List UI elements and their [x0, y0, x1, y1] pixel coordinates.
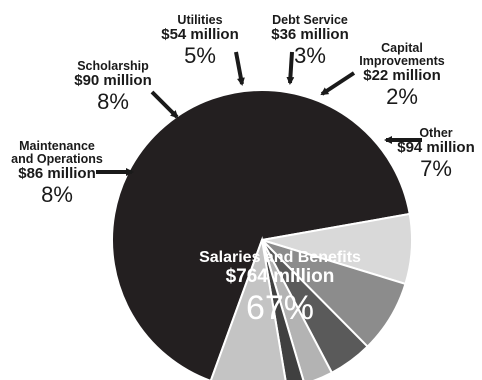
label-maintenance-name-2: and Operations: [11, 152, 103, 167]
arrow-scholarship: [150, 90, 179, 119]
label-debt-name: Debt Service: [272, 13, 348, 27]
pie-slice-debt-service: [261, 239, 334, 380]
label-scholarship: Scholarship $90 million 8%: [58, 59, 168, 114]
label-capital-percent: 2%: [386, 84, 418, 109]
label-debt: Debt Service $36 million 3%: [258, 13, 362, 68]
pie-slice-salaries-and-benefits: [111, 89, 411, 380]
label-other-name: Other: [419, 126, 453, 140]
label-capital: Capital Improvements $22 million 2%: [352, 41, 452, 109]
label-other-amount: $94 million: [397, 139, 475, 157]
label-salaries-name: Salaries and Benefits: [199, 249, 361, 266]
label-debt-amount: $36 million: [271, 26, 349, 44]
label-debt-percent: 3%: [294, 42, 326, 68]
label-scholarship-name: Scholarship: [77, 59, 149, 73]
label-utilities: Utilities $54 million 5%: [150, 13, 250, 68]
label-arrows: [96, 51, 422, 176]
label-other-percent: 7%: [420, 155, 452, 181]
arrow-debt: [286, 51, 295, 85]
label-scholarship-amount: $90 million: [74, 72, 152, 90]
label-other: Other $94 million 7%: [392, 126, 480, 181]
label-maintenance: Maintenance and Operations $86 million 8…: [2, 139, 112, 207]
label-scholarship-percent: 8%: [97, 88, 129, 114]
label-capital-name-2: Improvements: [359, 54, 445, 69]
label-salaries-percent: 67%: [245, 288, 315, 327]
label-maintenance-amount: $86 million: [18, 165, 96, 183]
label-maintenance-name-1: Maintenance: [19, 139, 95, 153]
pie-slice-other: [209, 236, 287, 380]
label-maintenance-percent: 8%: [41, 182, 73, 207]
label-utilities-percent: 5%: [184, 42, 216, 68]
label-salaries-amount: $764 million: [225, 265, 335, 287]
label-utilities-amount: $54 million: [161, 26, 239, 44]
label-capital-amount: $22 million: [363, 67, 441, 85]
label-capital-name-1: Capital: [381, 41, 423, 55]
pie-slices: [111, 89, 413, 380]
arrow-utilities: [234, 51, 245, 86]
pie-slice-capital-improvements: [261, 239, 305, 380]
label-utilities-name: Utilities: [177, 13, 223, 27]
label-salaries: Salaries and Benefits $764 million 67%: [180, 249, 380, 327]
arrow-capital: [320, 71, 356, 96]
